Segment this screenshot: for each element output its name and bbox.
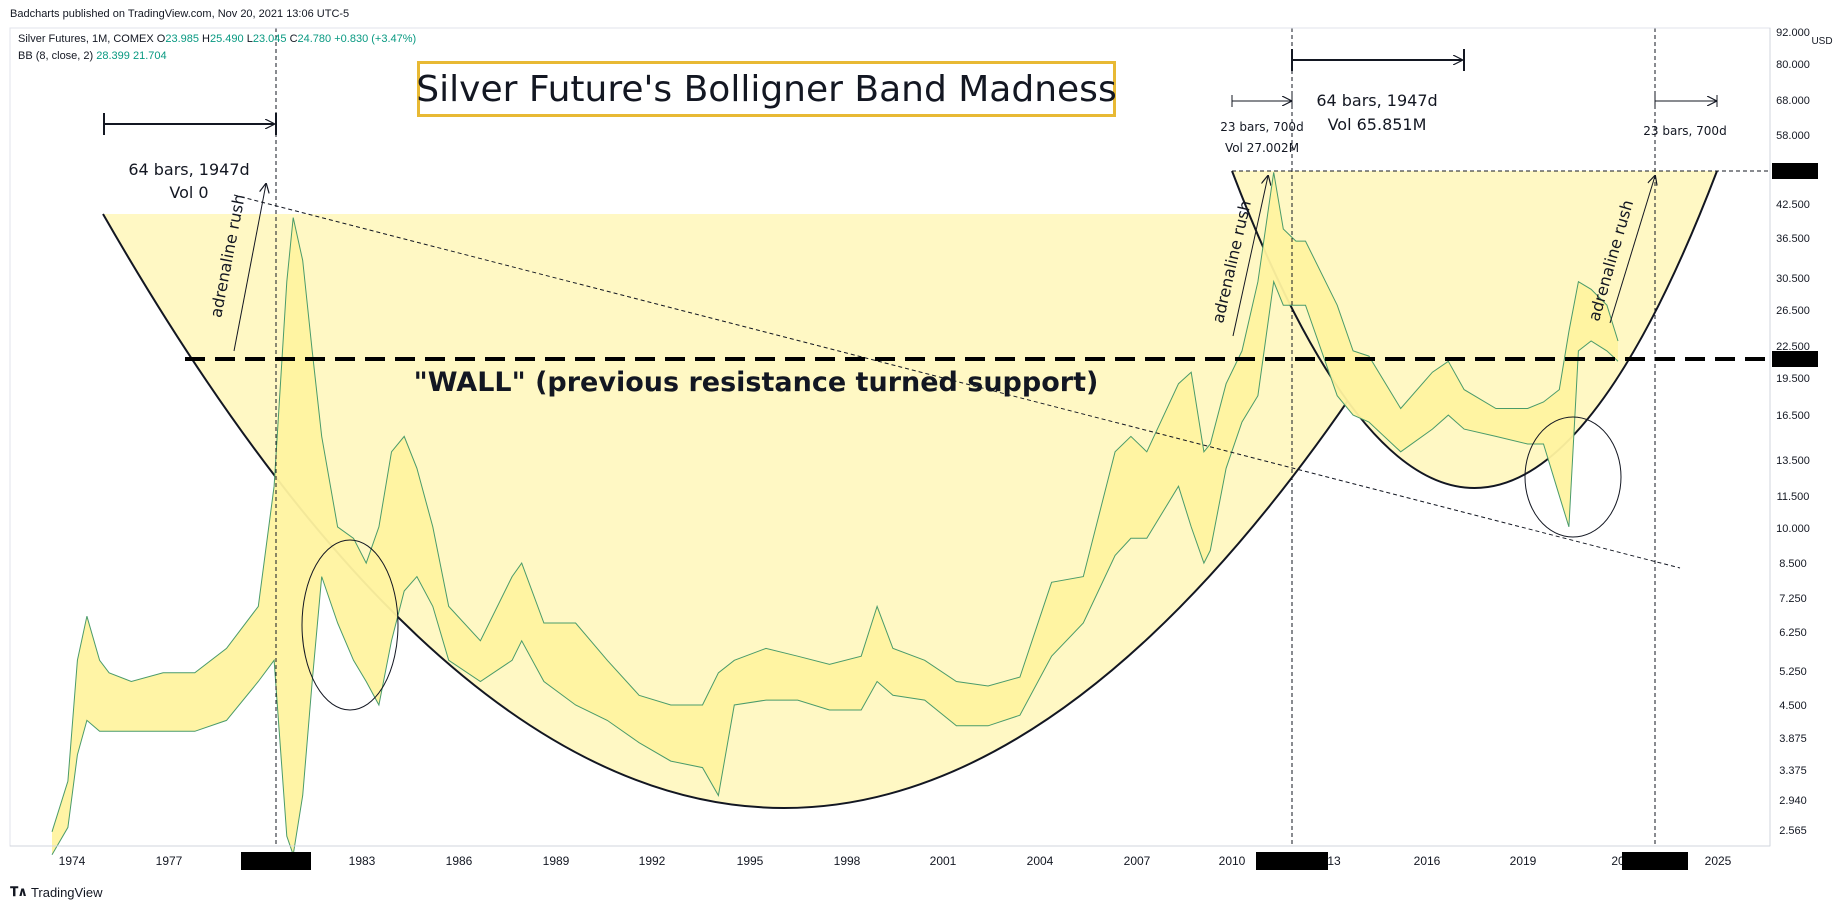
time-tick-label: 1977	[156, 854, 183, 868]
currency-label: USD	[1811, 36, 1832, 47]
wall-label: "WALL" (previous resistance turned suppo…	[414, 367, 1099, 398]
time-tick-label: 1992	[639, 854, 666, 868]
bowl-layer	[102, 170, 1718, 809]
rush-arrow-1980	[233, 184, 266, 352]
annotation-lines-layer	[103, 28, 1770, 846]
price-tick-label: 10.000	[1776, 523, 1810, 535]
open-label: O	[156, 33, 166, 45]
price-tick-label: 5.250	[1779, 666, 1807, 678]
bollinger-upper-line	[51, 172, 1619, 832]
time-tick-label: 2016	[1414, 854, 1441, 868]
range-label-2011-bars: 64 bars, 1947d	[1316, 91, 1437, 110]
high-label: H	[202, 33, 210, 45]
range-label-2009-vol: Vol 27.002M	[1225, 141, 1299, 155]
price-tick-label: 42.500	[1776, 199, 1810, 211]
price-tick-label: 36.500	[1776, 233, 1810, 245]
range-label-1974-vol: Vol 0	[169, 183, 208, 202]
time-tick-label: 20	[1611, 854, 1625, 868]
small-cup-outline	[1231, 170, 1718, 489]
close-value: 24.780	[297, 33, 332, 45]
indicator-legend: BB (8, close, 2) 28.399 21.704	[18, 50, 167, 62]
price-tick-label: 22.500	[1776, 341, 1810, 353]
time-tick-label: 2004	[1027, 854, 1054, 868]
published-header: Badcharts published on TradingView.com, …	[10, 8, 350, 20]
time-tick-label: 1995	[737, 854, 764, 868]
price-tick-label: 4.500	[1779, 700, 1807, 712]
low-value: 23.045	[252, 33, 287, 45]
chart-title: Silver Future's Bolligner Band Madness	[416, 61, 1117, 117]
time-tick-label: 1986	[446, 854, 473, 868]
price-tag-peak-bg	[1772, 163, 1818, 179]
price-tick-label: 6.250	[1779, 627, 1807, 639]
time-tick-label: 2025	[1705, 854, 1732, 868]
tradingview-footer[interactable]: 𝐓∧ TradingView	[10, 884, 102, 900]
symbol-legend: Silver Futures, 1M, COMEX O23.985 H25.49…	[18, 33, 416, 45]
time-tick-label: 1974	[59, 854, 86, 868]
date-label-2023-bg	[1622, 852, 1688, 870]
time-tick-label: 2019	[1510, 854, 1537, 868]
low-label: L	[246, 33, 253, 45]
price-tick-label: 58.000	[1776, 130, 1810, 142]
price-tick-label: 68.000	[1776, 95, 1810, 107]
highlight-circle-2020	[1524, 416, 1622, 538]
price-tick-label: 2.565	[1779, 825, 1807, 837]
date-label-1980-bg	[241, 852, 311, 870]
range-label-1974-bars: 64 bars, 1947d	[128, 160, 249, 179]
price-tick-label: 7.250	[1779, 593, 1807, 605]
time-tick-label: 1989	[543, 854, 570, 868]
time-tick-label: 13	[1327, 854, 1341, 868]
price-tick-label: 11.500	[1777, 491, 1810, 503]
rush-arrow-2021	[1609, 176, 1655, 324]
time-tick-label: 2007	[1124, 854, 1151, 868]
change-value: +0.830 (+3.47%)	[334, 33, 417, 45]
rush-arrow-2010	[1232, 176, 1268, 337]
open-value: 23.985	[165, 33, 199, 45]
tradingview-logo-icon: 𝐓∧	[10, 884, 28, 899]
price-tick-label: 3.375	[1779, 765, 1807, 777]
tradingview-brand: TradingView	[30, 884, 103, 900]
descending-trendline	[233, 194, 1681, 569]
price-tick-label: 2.940	[1779, 795, 1807, 807]
price-tick-label: 19.500	[1776, 373, 1810, 385]
bb-upper-value: 28.399	[96, 50, 130, 62]
price-tick-label: 92.000	[1776, 27, 1810, 39]
range-label-2009-bars: 23 bars, 700d	[1220, 120, 1303, 134]
price-tick-label: 26.500	[1776, 305, 1810, 317]
time-tick-label: 1998	[834, 854, 861, 868]
symbol-name[interactable]: Silver Futures, 1M, COMEX	[18, 33, 154, 45]
axes-layer	[9, 27, 1818, 870]
price-tick-label: 13.500	[1776, 455, 1810, 467]
time-tick-label: 1983	[349, 854, 376, 868]
time-tick-label: 2010	[1219, 854, 1246, 868]
close-label: C	[289, 33, 298, 45]
indicator-name[interactable]: BB (8, close, 2)	[18, 50, 94, 62]
highlight-circle-1983	[301, 539, 399, 711]
price-tick-label: 80.000	[1776, 59, 1810, 71]
range-label-2023-bars: 23 bars, 700d	[1643, 124, 1726, 138]
bb-lower-value: 21.704	[132, 50, 167, 62]
price-tick-label: 30.500	[1776, 273, 1810, 285]
price-tag-wall-bg	[1772, 351, 1818, 367]
date-label-2011-bg	[1256, 852, 1328, 870]
price-tick-label: 16.500	[1776, 410, 1810, 422]
price-tick-label: 8.500	[1779, 558, 1807, 570]
price-tick-label: 3.875	[1779, 733, 1807, 745]
time-tick-label: 2001	[930, 854, 957, 868]
range-label-2011-vol: Vol 65.851M	[1328, 115, 1427, 134]
high-value: 25.490	[210, 33, 244, 45]
